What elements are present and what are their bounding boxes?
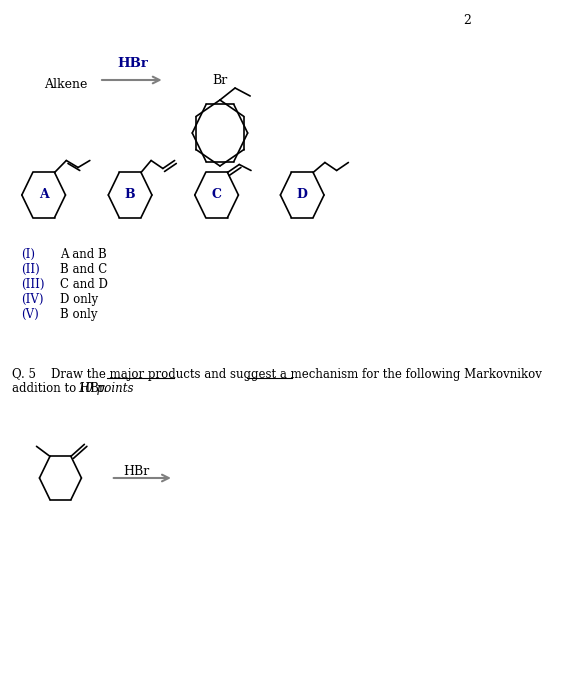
- Text: B and C: B and C: [61, 263, 108, 276]
- Text: (V): (V): [21, 308, 39, 321]
- Text: HBr: HBr: [124, 465, 150, 478]
- Text: Q. 5    Draw the major products and suggest a mechanism for the following Markov: Q. 5 Draw the major products and suggest…: [12, 368, 542, 381]
- Text: A: A: [39, 189, 49, 201]
- Text: B only: B only: [61, 308, 98, 321]
- Text: (III): (III): [21, 278, 45, 291]
- Text: B: B: [125, 189, 135, 201]
- Text: 2: 2: [463, 14, 470, 27]
- Text: Alkene: Alkene: [44, 78, 87, 91]
- Text: (I): (I): [21, 248, 35, 261]
- Text: D only: D only: [61, 293, 99, 306]
- Text: Br: Br: [212, 74, 228, 87]
- Text: 10 points: 10 points: [78, 382, 134, 395]
- Text: HBr: HBr: [117, 57, 148, 70]
- Text: D: D: [297, 189, 307, 201]
- Text: (IV): (IV): [21, 293, 43, 306]
- Text: C and D: C and D: [61, 278, 108, 291]
- Text: (II): (II): [21, 263, 40, 276]
- Text: C: C: [212, 189, 221, 201]
- Text: addition to HBr.: addition to HBr.: [12, 382, 110, 395]
- Text: A and B: A and B: [61, 248, 107, 261]
